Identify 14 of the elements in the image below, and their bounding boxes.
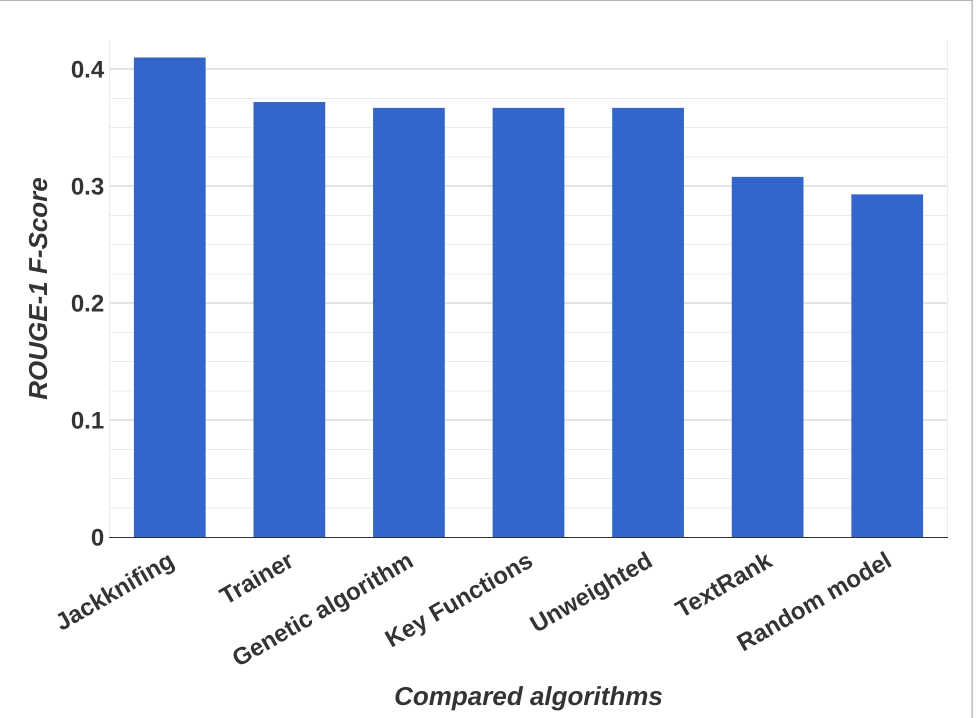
y-tick-label: 0.3 xyxy=(70,174,104,201)
bar xyxy=(851,194,924,537)
bar xyxy=(253,102,326,537)
bar xyxy=(732,176,804,537)
bar xyxy=(134,58,206,537)
bar xyxy=(492,108,564,537)
y-tick-label: 0.1 xyxy=(70,407,104,434)
y-tick-label: 0.2 xyxy=(70,290,104,318)
y-axis-title: ROUGE-1 F-Score xyxy=(23,177,54,400)
y-tick-label: 0.4 xyxy=(70,56,105,84)
x-axis-title: Compared algorithms xyxy=(394,681,663,712)
bar xyxy=(612,108,684,537)
y-tick-label: 0 xyxy=(90,524,104,552)
bar xyxy=(373,108,445,537)
